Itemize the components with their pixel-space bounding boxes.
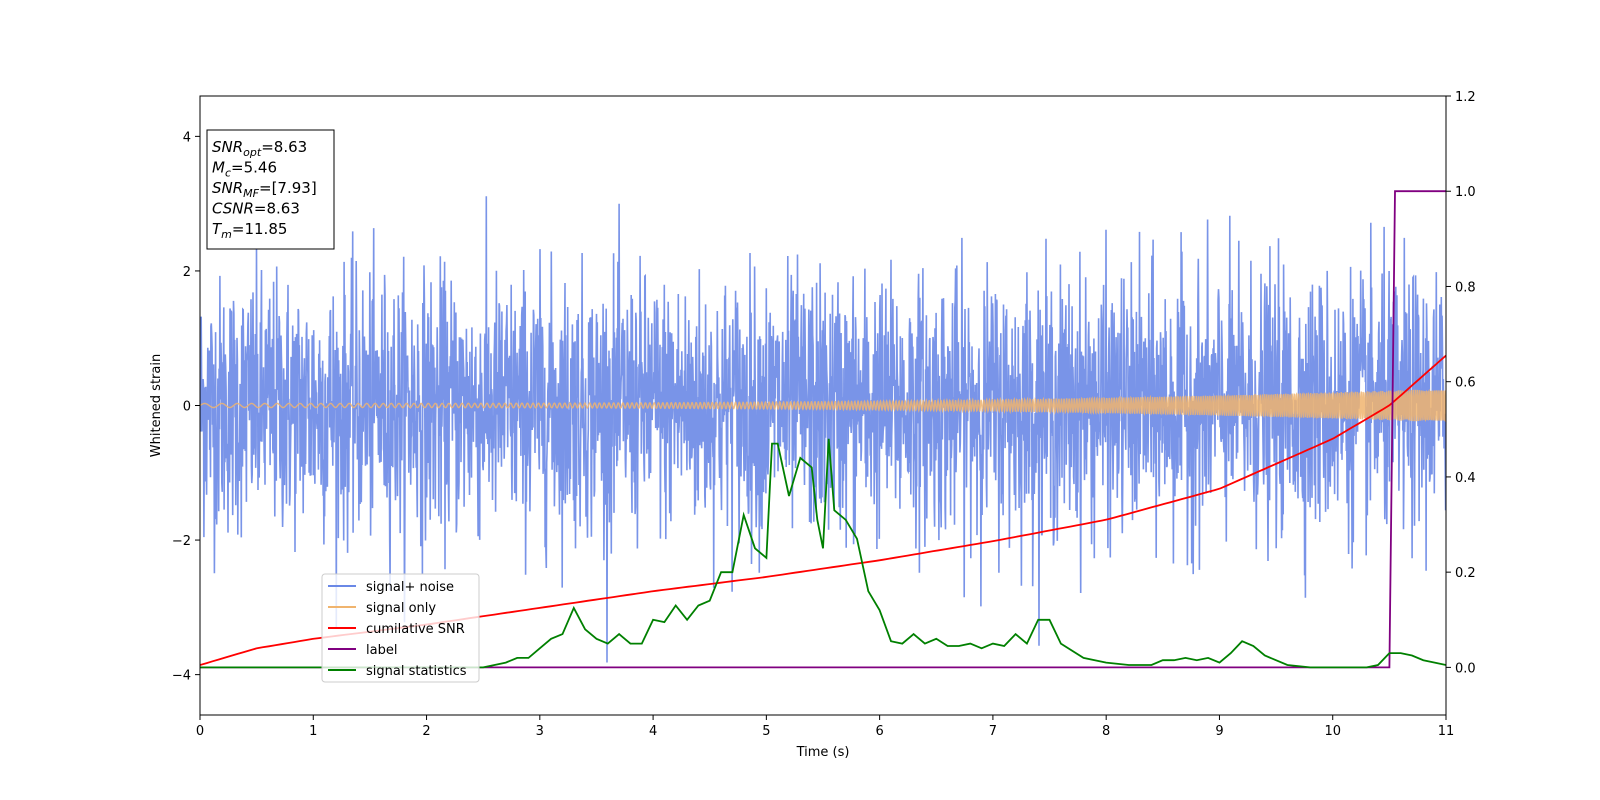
annotation-line: Mc=5.46 <box>212 159 277 180</box>
x-tick-label: 0 <box>196 724 204 739</box>
annotation-line: Tm=11.85 <box>212 220 287 241</box>
y2-tick-label: 0.2 <box>1455 566 1476 581</box>
legend-label-signal-statistics: signal statistics <box>366 664 467 679</box>
legend: signal+ noise signal only cumilative SNR la… <box>321 573 480 683</box>
x-tick-label: 1 <box>309 724 317 739</box>
x-tick-label: 7 <box>989 724 997 739</box>
annotation-line: SNRMF=[7.93] <box>212 179 317 200</box>
x-tick-label: 2 <box>422 724 430 739</box>
y2-tick-label: 0.0 <box>1455 661 1476 676</box>
annotation-line: SNRopt=8.63 <box>212 138 307 159</box>
series-line-signal-noise <box>200 196 1446 663</box>
y2-tick-label: 1.2 <box>1455 90 1476 105</box>
y-axis-label: Whitened strain <box>149 354 164 457</box>
series-line-label <box>200 190 1446 669</box>
x-tick-label: 3 <box>536 724 544 739</box>
annotation-box <box>206 129 335 250</box>
series-line-signal-statistics <box>200 438 1446 669</box>
legend-label-signal-noise: signal+ noise <box>366 580 454 595</box>
series-line-signal-only <box>200 388 1446 423</box>
x-tick-label: 11 <box>1438 724 1455 739</box>
y2-tick-label: 0.6 <box>1455 376 1476 391</box>
annotation-line: CSNR=8.63 <box>212 200 300 218</box>
legend-label-signal-only: signal only <box>366 601 436 616</box>
y-tick-label: −2 <box>172 534 191 549</box>
y2-tick-label: 0.8 <box>1455 280 1476 295</box>
axes: 0 1 2 3 4 5 6 7 8 9 10 11 −4 −2 0 2 4 0.0 0.2 0.4 0.6 0.8 1.0 1… <box>149 90 1476 760</box>
x-tick-label: 5 <box>762 724 770 739</box>
y-tick-label: −4 <box>172 669 191 684</box>
x-tick-label: 6 <box>875 724 883 739</box>
x-tick-label: 4 <box>649 724 657 739</box>
x-tick-label: 9 <box>1215 724 1223 739</box>
x-tick-label: 8 <box>1102 724 1110 739</box>
legend-label-label: label <box>366 643 397 658</box>
y-tick-label: 2 <box>183 265 191 280</box>
x-tick-label: 10 <box>1324 724 1341 739</box>
y-tick-label: 0 <box>183 400 191 415</box>
y2-tick-label: 1.0 <box>1455 185 1476 200</box>
y-tick-label: 4 <box>183 130 191 145</box>
x-axis-label: Time (s) <box>796 745 850 760</box>
legend-label-cumilative-snr: cumilative SNR <box>366 622 465 637</box>
legend-box <box>321 573 480 683</box>
y2-tick-label: 0.4 <box>1455 471 1476 486</box>
